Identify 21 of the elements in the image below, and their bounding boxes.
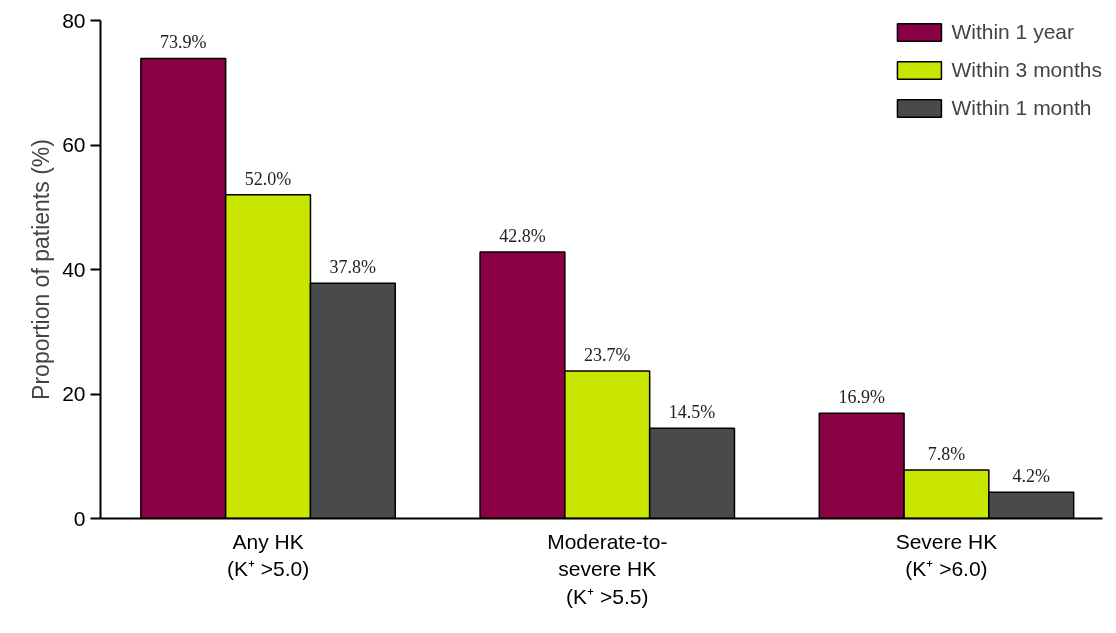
data-label: 52.0%	[244, 168, 292, 189]
legend-label: Within 1 month	[951, 96, 1092, 120]
data-label: 14.5%	[668, 402, 716, 423]
data-label: 73.9%	[160, 32, 207, 53]
y-axis-title: Proportion of patients (%)	[28, 139, 55, 400]
y-tick-label: 0	[73, 506, 86, 530]
legend-label: Within 3 months	[951, 58, 1102, 82]
data-label: 23.7%	[584, 344, 631, 365]
y-tick-label: 40	[62, 257, 86, 281]
x-tick-label: Any HK (K⁺ >5.0)	[226, 529, 310, 581]
data-label: 42.8%	[499, 226, 546, 247]
x-tick-label: Moderate-to- severe HK (K⁺ >5.5)	[547, 529, 668, 608]
data-label: 4.2%	[1012, 466, 1051, 487]
y-tick-label: 80	[62, 8, 86, 32]
data-label: 37.8%	[329, 257, 377, 278]
x-tick-label: Severe HK (K⁺ >6.0)	[895, 529, 998, 581]
y-tick-label: 60	[62, 133, 86, 156]
data-label: 7.8%	[927, 443, 966, 464]
y-tick-label: 20	[62, 382, 86, 405]
data-label: 16.9%	[838, 387, 885, 408]
legend-label: Within 1 year	[951, 20, 1074, 44]
